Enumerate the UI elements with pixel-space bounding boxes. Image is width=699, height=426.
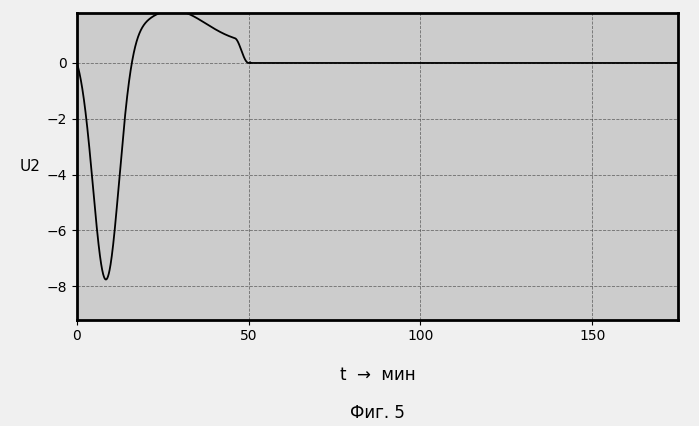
Y-axis label: U2: U2 bbox=[20, 158, 41, 174]
Text: Фиг. 5: Фиг. 5 bbox=[350, 404, 405, 422]
Text: t  →  мин: t → мин bbox=[340, 366, 415, 384]
